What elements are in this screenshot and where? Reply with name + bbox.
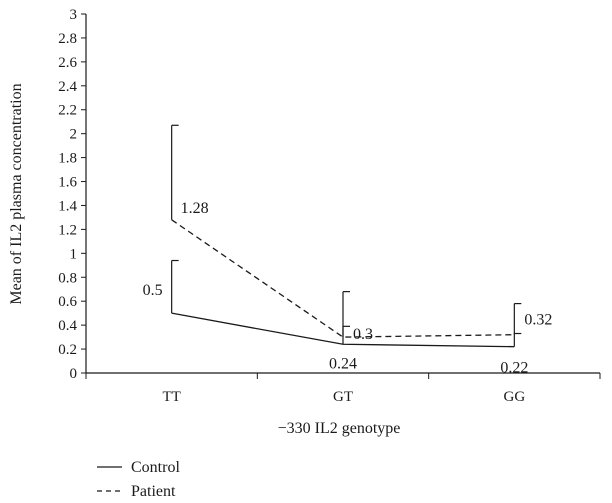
- y-tick-label: 0.4: [58, 318, 77, 334]
- y-tick-label: 2.2: [58, 103, 77, 119]
- data-labels: 0.5 0.24 0.22 1.28 0.3 0.32: [143, 200, 553, 377]
- y-tick-label: 3: [70, 7, 78, 23]
- x-tick-label: TT: [163, 389, 181, 405]
- x-tick-label: GG: [503, 389, 525, 405]
- y-tick-label: 1.6: [58, 175, 77, 191]
- y-tick-label: 2.4: [58, 79, 77, 95]
- legend-label-control: Control: [131, 459, 180, 476]
- y-tick-label: 0: [70, 366, 78, 382]
- y-tick-label: 2: [70, 127, 78, 143]
- y-axis-ticks: 0 0.2 0.4 0.6 0.8 1 1.2 1.4 1.6 1.8 2 2.2 2.4 2.6 2.8 3: [58, 7, 86, 382]
- y-tick-label: 0.8: [58, 270, 77, 286]
- y-tick-label: 1: [70, 246, 78, 262]
- x-axis-ticks: TT GT GG: [85, 373, 601, 405]
- y-tick-label: 1.4: [58, 198, 77, 214]
- data-label-control: 0.5: [143, 282, 163, 299]
- legend-label-patient: Patient: [131, 483, 176, 500]
- y-tick-label: 1.8: [58, 151, 77, 167]
- legend: Control Patient: [97, 459, 180, 500]
- y-tick-label: 1.2: [58, 222, 77, 238]
- data-label-patient: 1.28: [181, 200, 209, 217]
- y-axis-title: Mean of IL2 plasma concentration: [8, 83, 25, 304]
- y-tick-label: 0.6: [58, 294, 77, 310]
- series-line-patient: [171, 219, 515, 338]
- data-label-control: 0.22: [500, 360, 528, 377]
- data-label-patient: 0.3: [353, 326, 373, 343]
- x-axis-title: −330 IL2 genotype: [278, 420, 401, 437]
- data-label-patient: 0.32: [524, 312, 552, 329]
- y-tick-label: 2.8: [58, 31, 77, 47]
- series-layer: [171, 124, 522, 348]
- y-tick-label: 0.2: [58, 342, 77, 358]
- x-tick-label: GT: [333, 389, 353, 405]
- y-tick-label: 2.6: [58, 55, 77, 71]
- data-label-control: 0.24: [329, 355, 357, 372]
